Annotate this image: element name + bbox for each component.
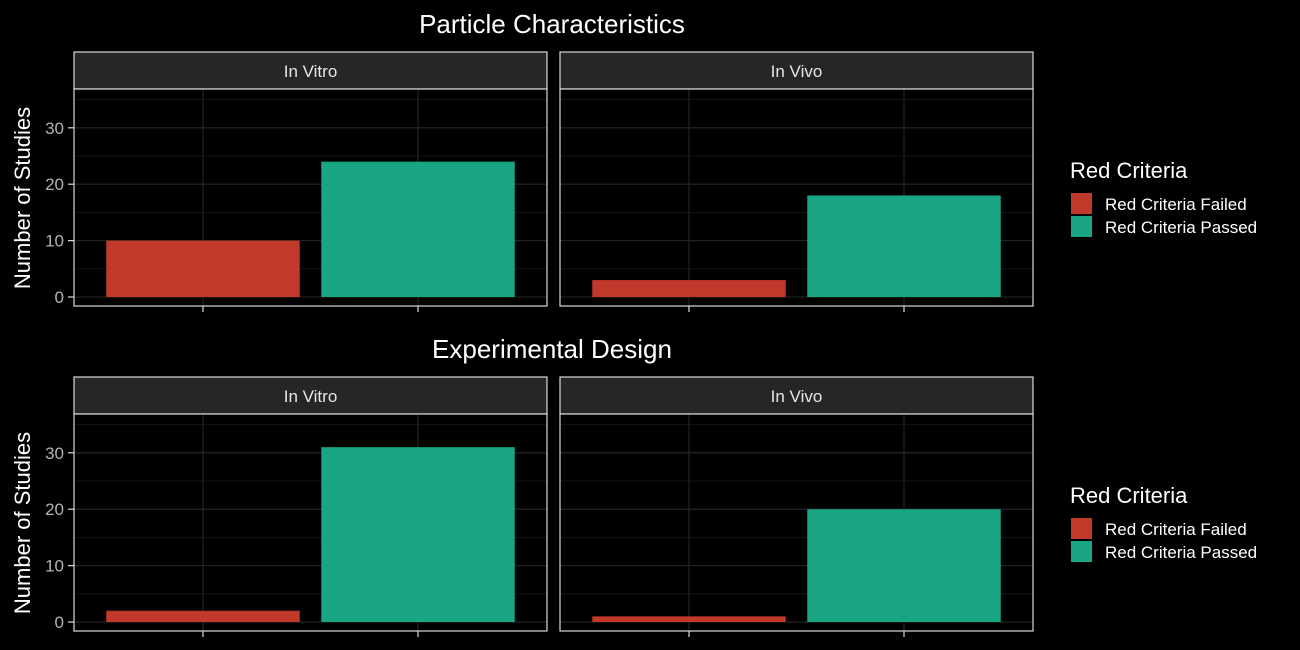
chart-0-facet-1-panel-border xyxy=(559,88,1034,307)
chart-0-y-tick-label-0: 0 xyxy=(55,288,64,307)
chart-1-y-tick-label-0: 0 xyxy=(55,613,64,632)
chart-1-y-tick-label-1: 10 xyxy=(45,557,64,576)
chart-1-facet-1-strip xyxy=(559,376,1034,415)
chart-1-facet-0-strip xyxy=(73,376,548,415)
chart-0-legend-label-1: Red Criteria Passed xyxy=(1105,218,1257,237)
chart-0-facet-1: In Vivo xyxy=(559,51,1034,312)
chart-0-title: Particle Characteristics xyxy=(419,9,685,39)
chart-0-facet-0-panel-border xyxy=(73,88,548,307)
chart-0-legend-key-1 xyxy=(1071,216,1092,237)
chart-1-facet-0: In Vitro 0 10 20 30 xyxy=(45,376,548,637)
chart-1-legend-label-0: Red Criteria Failed xyxy=(1105,520,1247,539)
chart-1-legend-label-1: Red Criteria Passed xyxy=(1105,543,1257,562)
chart-0-y-tick-label-3: 30 xyxy=(45,119,64,138)
chart-0-facet-0-strip-label: In Vitro xyxy=(284,62,338,81)
chart-1-y-tick-label-3: 30 xyxy=(45,444,64,463)
chart-0-legend-key-0 xyxy=(1071,193,1092,214)
chart-0-facet-0-strip xyxy=(73,51,548,90)
chart-1-facet-0-bar-1 xyxy=(321,447,515,622)
chart-1-y-axis-label: Number of Studies xyxy=(10,432,35,614)
chart-0-legend-label-0: Red Criteria Failed xyxy=(1105,195,1247,214)
chart-1-facet-0-strip-label: In Vitro xyxy=(284,387,338,406)
chart-1-legend-title: Red Criteria xyxy=(1070,483,1188,508)
chart-1-facet-0-panel-border xyxy=(73,413,548,632)
chart-0-legend: Red Criteria Red Criteria Failed Red Crite… xyxy=(1070,158,1257,237)
chart-1-facet-0-bar-0 xyxy=(106,610,300,622)
chart-0-facet-0-bar-1 xyxy=(321,161,515,297)
chart-1-group: Experimental Design Number of Studies In V… xyxy=(10,334,1257,637)
chart-0-y-axis-label: Number of Studies xyxy=(10,107,35,289)
chart-1-legend: Red Criteria Red Criteria Failed Red Crite… xyxy=(1070,483,1257,562)
chart-0-y-tick-label-2: 20 xyxy=(45,175,64,194)
chart-0-group: Particle Characteristics Number of Studie… xyxy=(10,9,1257,312)
chart-1-y-tick-label-2: 20 xyxy=(45,500,64,519)
chart-1-title: Experimental Design xyxy=(432,334,672,364)
chart-0-y-tick-label-1: 10 xyxy=(45,232,64,251)
chart-1-facet-1-panel-border xyxy=(559,413,1034,632)
chart-1-legend-key-1 xyxy=(1071,541,1092,562)
chart-1-facet-1-strip-label: In Vivo xyxy=(771,387,823,406)
chart-1-facet-1: In Vivo xyxy=(559,376,1034,637)
chart-1-facet-1-bar-1 xyxy=(807,509,1001,622)
chart-0-facet-0-bar-0 xyxy=(106,240,300,297)
chart-0-facet-0: In Vitro 0 10 20 30 xyxy=(45,51,548,312)
chart-0-facet-1-bar-1 xyxy=(807,195,1001,297)
chart-1-facet-1-bar-0 xyxy=(592,616,786,622)
chart-1-legend-key-0 xyxy=(1071,518,1092,539)
chart-0-legend-title: Red Criteria xyxy=(1070,158,1188,183)
chart-0-facet-1-strip-label: In Vivo xyxy=(771,62,823,81)
chart-0-facet-1-bar-0 xyxy=(592,280,786,297)
